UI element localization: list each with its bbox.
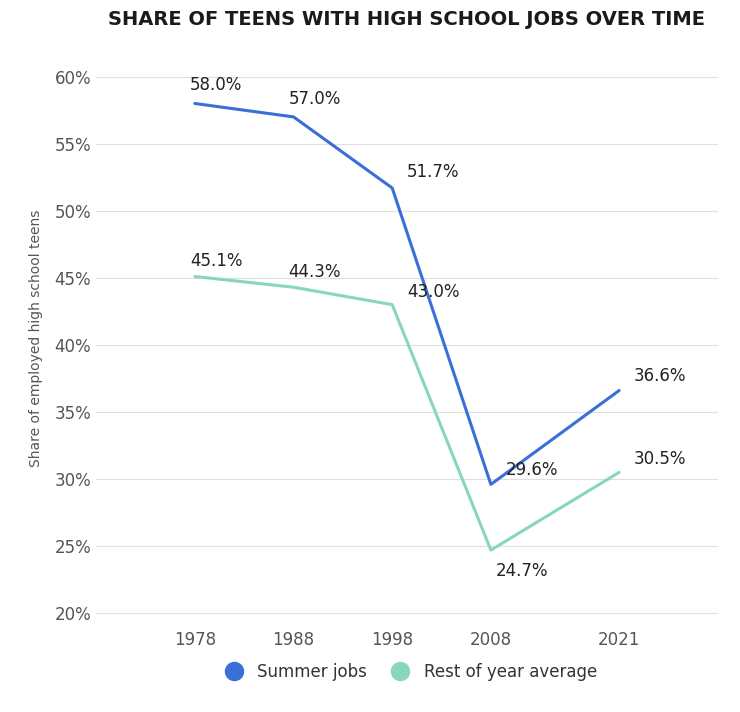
Text: 51.7%: 51.7%	[407, 163, 460, 182]
Legend: Summer jobs, Rest of year average: Summer jobs, Rest of year average	[210, 656, 604, 687]
Rest of year average	[615, 468, 624, 476]
Summer jobs	[486, 480, 495, 488]
Summer jobs	[615, 386, 624, 394]
Rest of year average	[486, 546, 495, 555]
Text: 29.6%: 29.6%	[505, 461, 558, 479]
Y-axis label: Share of employed high school teens: Share of employed high school teens	[30, 209, 44, 467]
Summer jobs	[289, 112, 298, 121]
Line: Summer jobs: Summer jobs	[195, 103, 619, 484]
Rest of year average	[190, 272, 199, 281]
Text: 24.7%: 24.7%	[496, 562, 548, 580]
Text: 45.1%: 45.1%	[190, 252, 243, 270]
Text: 30.5%: 30.5%	[634, 450, 687, 468]
Text: 36.6%: 36.6%	[634, 367, 687, 385]
Rest of year average	[388, 300, 397, 309]
Text: 57.0%: 57.0%	[289, 90, 341, 108]
Title: SHARE OF TEENS WITH HIGH SCHOOL JOBS OVER TIME: SHARE OF TEENS WITH HIGH SCHOOL JOBS OVE…	[109, 10, 705, 29]
Summer jobs	[190, 99, 199, 108]
Text: 58.0%: 58.0%	[190, 76, 242, 94]
Rest of year average	[289, 283, 298, 291]
Text: 44.3%: 44.3%	[289, 263, 341, 281]
Text: 43.0%: 43.0%	[407, 283, 460, 300]
Line: Rest of year average: Rest of year average	[195, 276, 619, 550]
Summer jobs	[388, 184, 397, 192]
